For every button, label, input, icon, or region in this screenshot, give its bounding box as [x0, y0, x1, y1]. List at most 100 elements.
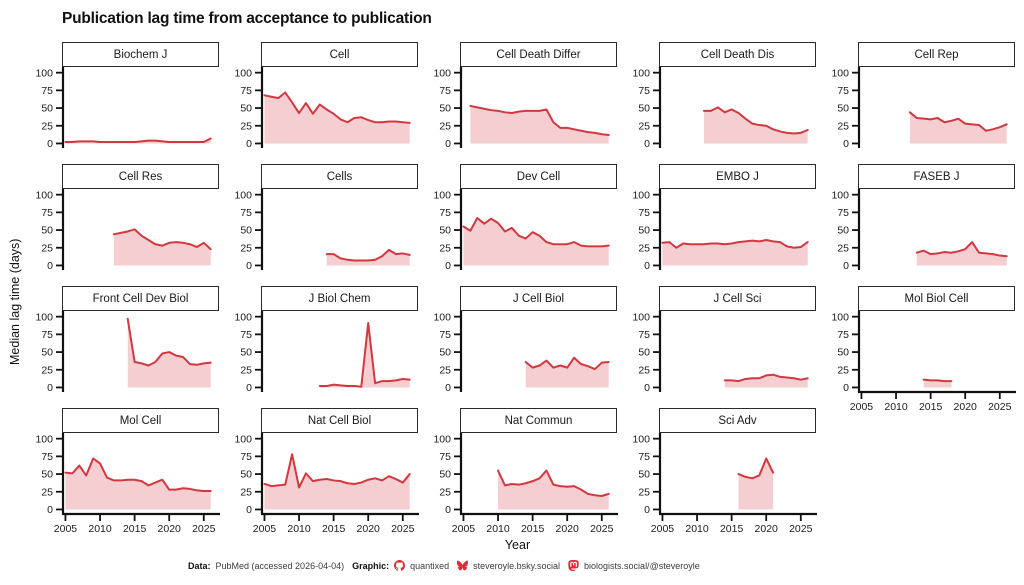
facet-title: Mol Cell	[62, 408, 219, 433]
svg-text:0: 0	[644, 138, 650, 150]
svg-text:75: 75	[240, 451, 252, 463]
svg-text:75: 75	[439, 451, 451, 463]
svg-text:25: 25	[439, 364, 451, 376]
svg-text:0: 0	[843, 382, 849, 394]
facet-panel: Cell 0 25 50 75 100	[219, 42, 418, 150]
facet-title: Sci Adv	[659, 408, 816, 433]
svg-text:2025: 2025	[590, 523, 614, 535]
svg-text:100: 100	[234, 67, 252, 79]
svg-text:0: 0	[47, 260, 53, 272]
svg-text:2005: 2005	[651, 523, 675, 535]
x-axis-label: Year	[504, 538, 531, 552]
svg-text:2020: 2020	[954, 401, 978, 413]
svg-text:75: 75	[41, 207, 53, 219]
facet-plot: 0 25 50 75 100 2005 2010 2015 2020 2025	[234, 433, 419, 535]
facet-title: Front Cell Dev Biol	[62, 286, 219, 311]
facet-panel: EMBO J 0 25 50 75 100	[617, 164, 816, 272]
footer-github-text: quantixed	[410, 560, 450, 571]
svg-text:25: 25	[638, 486, 650, 498]
facet-plot: 0 25 50 75 100	[234, 189, 411, 272]
svg-text:50: 50	[638, 469, 650, 481]
facet-panel: Cell Death Differ 0 25 50 75 100	[418, 42, 617, 150]
svg-text:75: 75	[837, 85, 849, 97]
facet-plot: 0 25 50 75 100	[433, 67, 610, 150]
facet-panel: Cells 0 25 50 75 100	[219, 164, 418, 272]
svg-text:100: 100	[35, 311, 53, 323]
svg-text:100: 100	[35, 189, 53, 201]
footer-mastodon-text: biologists.social/@steveroyle	[584, 560, 700, 571]
svg-text:25: 25	[837, 242, 849, 254]
svg-text:50: 50	[638, 103, 650, 115]
svg-text:100: 100	[632, 433, 650, 445]
svg-text:75: 75	[439, 85, 451, 97]
svg-text:0: 0	[445, 138, 451, 150]
svg-text:25: 25	[638, 120, 650, 132]
svg-text:2010: 2010	[287, 523, 311, 535]
svg-text:25: 25	[439, 242, 451, 254]
svg-text:100: 100	[831, 311, 849, 323]
svg-text:2010: 2010	[685, 523, 709, 535]
facet-panel: Mol Cell 0 25 50 75 100 2005 2010 2015 2020 2025	[20, 408, 220, 535]
svg-text:75: 75	[41, 85, 53, 97]
facet-panel: Front Cell Dev Biol 0 25 50 75 100	[20, 286, 219, 394]
facet-title: J Cell Biol	[460, 286, 617, 311]
facet-title: Nat Cell Biol	[261, 408, 418, 433]
svg-text:75: 75	[439, 207, 451, 219]
svg-text:2005: 2005	[54, 523, 78, 535]
facet-title: J Cell Sci	[659, 286, 816, 311]
svg-text:0: 0	[843, 138, 849, 150]
github-icon	[394, 560, 406, 571]
facet-title: Cell Rep	[858, 42, 1015, 67]
svg-text:75: 75	[41, 451, 53, 463]
svg-text:2005: 2005	[253, 523, 277, 535]
svg-text:0: 0	[246, 504, 252, 516]
facet-plot: 0 25 50 75 100	[433, 189, 610, 272]
svg-text:100: 100	[35, 67, 53, 79]
svg-text:75: 75	[240, 85, 252, 97]
footer-data-label: Data:	[188, 560, 211, 571]
svg-text:25: 25	[638, 242, 650, 254]
svg-text:25: 25	[41, 486, 53, 498]
svg-text:25: 25	[240, 486, 252, 498]
svg-text:75: 75	[638, 85, 650, 97]
facet-plot: 0 25 50 75 100 2005 2010 2015 2020 2025	[35, 433, 220, 535]
facet-title: Nat Commun	[460, 408, 617, 433]
svg-text:100: 100	[433, 311, 451, 323]
facet-panel: Sci Adv 0 25 50 75 100 2005 2010 2015 2020 2025	[617, 408, 817, 535]
facet-plot: 0 25 50 75 100	[234, 67, 411, 150]
svg-text:0: 0	[246, 138, 252, 150]
svg-text:50: 50	[439, 225, 451, 237]
mastodon-icon	[568, 560, 579, 571]
facet-row: Front Cell Dev Biol 0 25 50 75 100 J Biol Chem…	[20, 286, 1016, 413]
facet-panel: Dev Cell 0 25 50 75 100	[418, 164, 617, 272]
svg-text:0: 0	[445, 260, 451, 272]
svg-text:2020: 2020	[556, 523, 580, 535]
facet-row: Cell Res 0 25 50 75 100 Cells 0 25 50 75 100 Dev Cel…	[20, 164, 1015, 272]
facet-plot: 0 25 50 75 100	[35, 67, 212, 150]
svg-text:2015: 2015	[521, 523, 545, 535]
bluesky-icon	[457, 560, 469, 571]
svg-text:0: 0	[644, 382, 650, 394]
svg-text:100: 100	[831, 189, 849, 201]
svg-text:75: 75	[240, 207, 252, 219]
svg-text:2010: 2010	[486, 523, 510, 535]
facet-panel: Nat Cell Biol 0 25 50 75 100 2005 2010 2015 2020 2…	[219, 408, 419, 535]
svg-text:2005: 2005	[452, 523, 476, 535]
svg-text:25: 25	[240, 364, 252, 376]
svg-text:25: 25	[41, 364, 53, 376]
facet-title: Cells	[261, 164, 418, 189]
svg-text:0: 0	[644, 504, 650, 516]
svg-text:75: 75	[439, 329, 451, 341]
svg-text:100: 100	[632, 189, 650, 201]
facet-grid: Biochem J 0 25 50 75 100 Cell 0 25 50 75 100 Cell De…	[20, 42, 1016, 535]
svg-text:100: 100	[632, 311, 650, 323]
svg-text:50: 50	[240, 225, 252, 237]
facet-title: Cell Death Dis	[659, 42, 816, 67]
facet-title: EMBO J	[659, 164, 816, 189]
svg-text:2010: 2010	[884, 401, 908, 413]
svg-text:25: 25	[638, 364, 650, 376]
svg-text:50: 50	[638, 347, 650, 359]
facet-panel: Cell Death Dis 0 25 50 75 100	[617, 42, 816, 150]
svg-text:2015: 2015	[322, 523, 346, 535]
svg-text:50: 50	[41, 469, 53, 481]
